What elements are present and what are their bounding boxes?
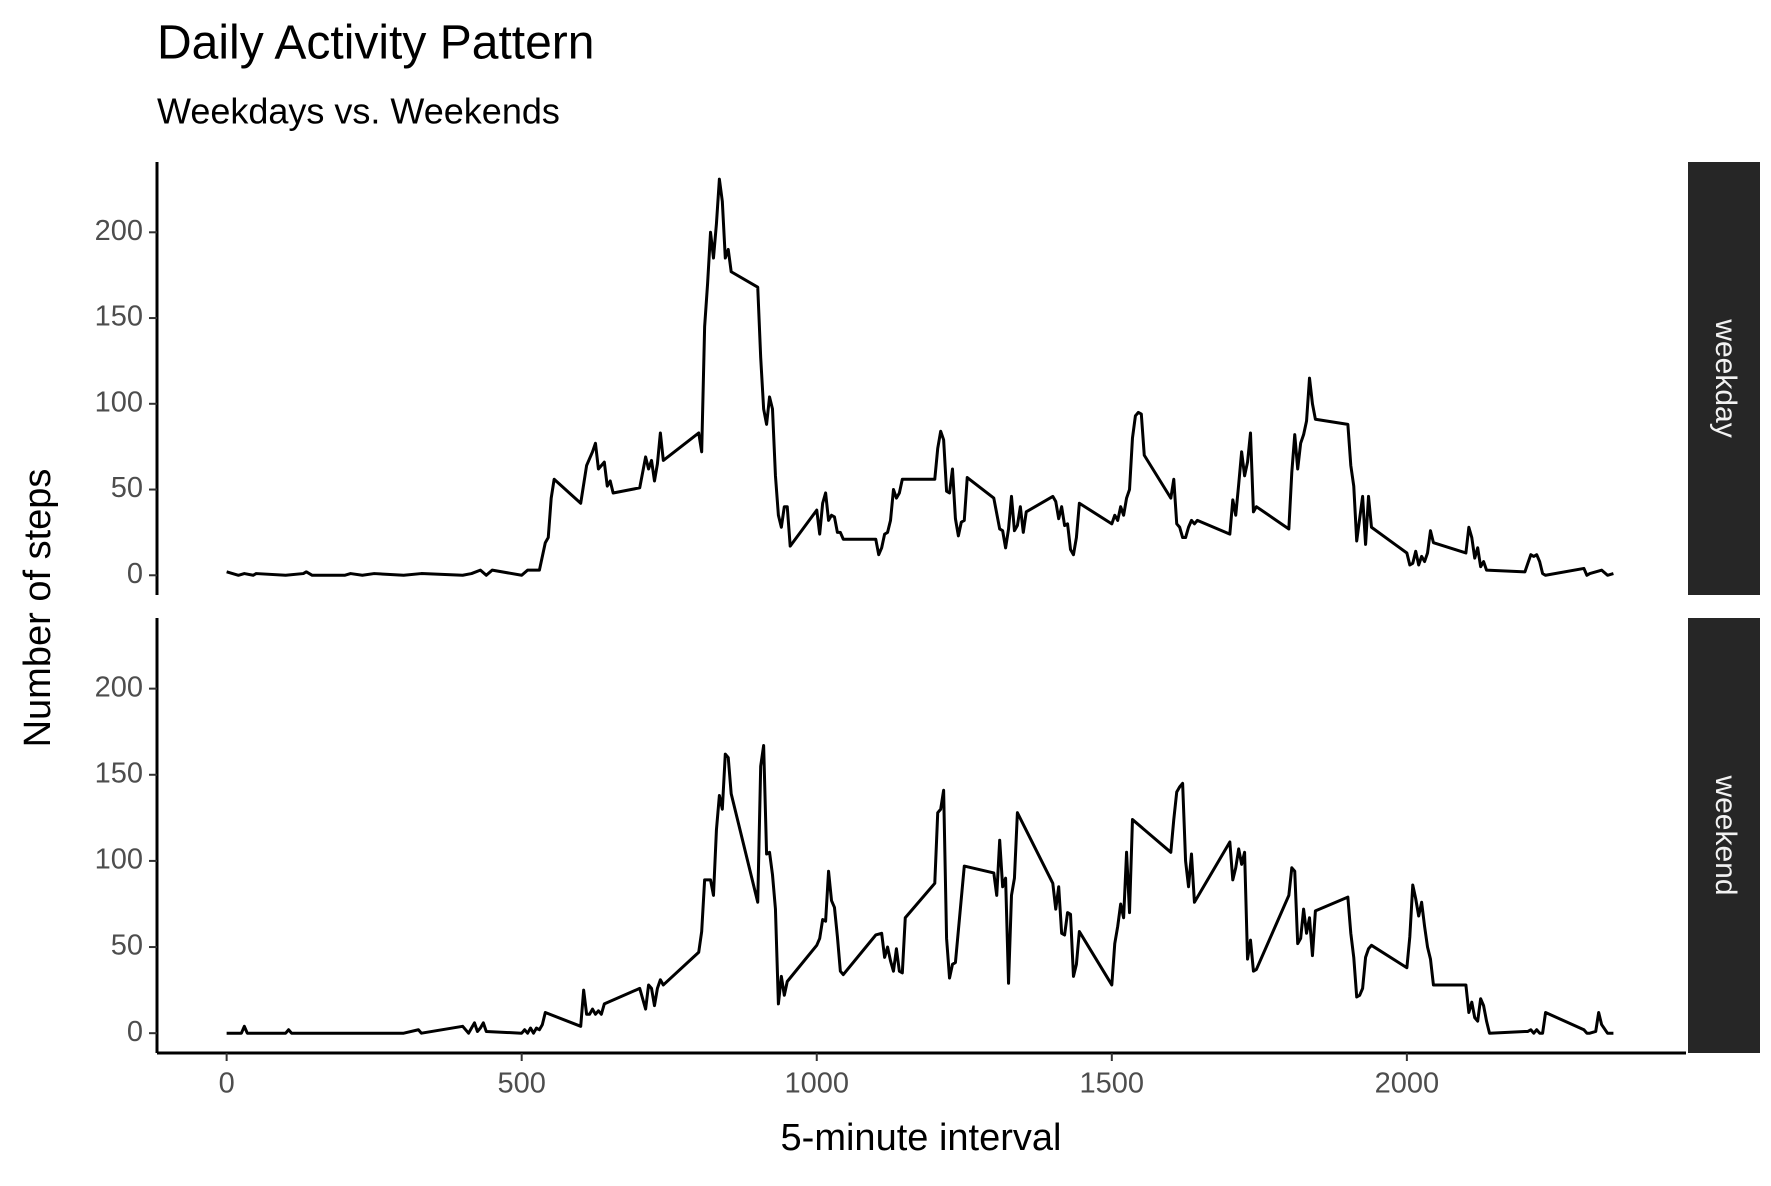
strip-label: weekday <box>1709 318 1742 437</box>
y-tick-label: 200 <box>95 671 143 703</box>
data-line <box>226 177 1614 577</box>
x-tick-label: 1000 <box>784 1068 849 1100</box>
y-tick-label: 150 <box>95 757 143 789</box>
y-tick-label: 0 <box>127 1016 143 1048</box>
y-tick-label: 100 <box>95 386 143 418</box>
x-axis-title: 5-minute interval <box>781 1117 1062 1159</box>
y-tick-label: 150 <box>95 301 143 333</box>
y-tick-label: 50 <box>111 930 143 962</box>
y-tick-label: 100 <box>95 844 143 876</box>
strip-label: weekend <box>1709 774 1742 895</box>
y-tick-label: 0 <box>127 558 143 590</box>
chart-title: Daily Activity Pattern <box>157 17 594 70</box>
y-tick-label: 200 <box>95 215 143 247</box>
data-line <box>226 743 1614 1035</box>
x-tick-label: 0 <box>219 1068 235 1100</box>
chart-subtitle: Weekdays vs. Weekends <box>157 91 560 132</box>
strip <box>1688 618 1760 1053</box>
x-tick-label: 1500 <box>1080 1068 1145 1100</box>
y-tick-label: 50 <box>111 472 143 504</box>
strip <box>1688 162 1760 595</box>
x-tick-label: 2000 <box>1375 1068 1440 1100</box>
x-tick-label: 500 <box>497 1068 545 1100</box>
y-axis-title: Number of steps <box>17 469 59 748</box>
